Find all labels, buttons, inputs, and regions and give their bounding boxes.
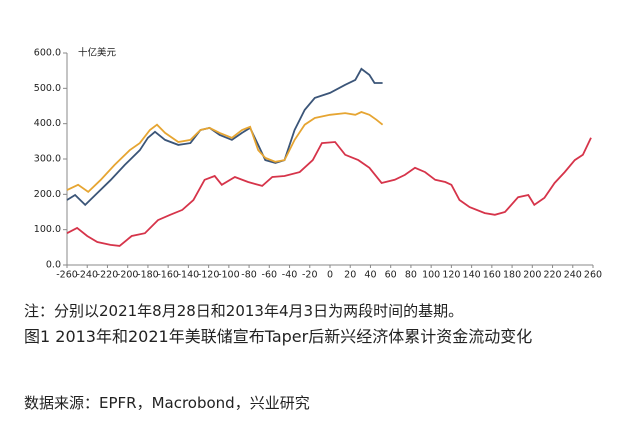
series-line <box>66 137 592 247</box>
x-tick-label: -260 <box>56 270 78 281</box>
x-tick-label: 140 <box>463 270 481 281</box>
unit-label: 十亿美元 <box>78 47 117 59</box>
chart: 十亿美元 0.0 100.0 200.0 300.0 400.0 500.0 600.0 -2… <box>34 47 602 281</box>
caption: 图1 2013年和2021年美联储宣布Taper后新兴经济体累计资金流动变化 <box>24 327 533 346</box>
x-tick-label: -120 <box>198 270 220 281</box>
y-tick-label: 500.0 <box>34 83 61 94</box>
x-tick-label: -40 <box>282 270 298 281</box>
series-line <box>66 111 384 194</box>
y-tick-label: 0.0 <box>46 260 61 271</box>
x-tick-label: -240 <box>76 270 98 281</box>
source: 数据来源：EPFR，Macrobond，兴业研究 <box>24 394 310 412</box>
y-tick-label: 100.0 <box>34 224 61 235</box>
y-tick-label: 300.0 <box>34 154 61 165</box>
x-tick-label: -20 <box>302 270 318 281</box>
x-tick-label: 20 <box>344 270 356 281</box>
x-tick-label: -220 <box>97 270 119 281</box>
series-line <box>66 67 383 207</box>
x-tick-label: 80 <box>405 270 417 281</box>
x-tick-label: 0 <box>327 270 333 281</box>
x-tick-label: 200 <box>523 270 541 281</box>
x-tick-label: 60 <box>385 270 397 281</box>
x-tick-label: -60 <box>262 270 278 281</box>
x-tick-label: 240 <box>564 270 582 281</box>
x-tick-label: 180 <box>503 270 521 281</box>
x-tick-label: 220 <box>543 270 561 281</box>
x-tick-label: -180 <box>137 270 159 281</box>
x-tick-label: -80 <box>241 270 257 281</box>
x-tick-label: 120 <box>442 270 460 281</box>
x-tick-label: 100 <box>422 270 440 281</box>
x-tick-label: -160 <box>157 270 179 281</box>
note: 注：分别以2021年8月28日和2013年4月3日为两段时间的基期。 <box>24 302 464 320</box>
x-tick-label: 40 <box>364 270 376 281</box>
y-tick-label: 600.0 <box>34 48 61 59</box>
x-tick-label: -200 <box>117 270 139 281</box>
x-tick-label: 260 <box>584 270 602 281</box>
y-tick-label: 400.0 <box>34 118 61 129</box>
x-tick-label: 160 <box>483 270 501 281</box>
y-tick-label: 200.0 <box>34 189 61 200</box>
x-tick-label: -140 <box>178 270 200 281</box>
x-tick-label: -100 <box>218 270 240 281</box>
